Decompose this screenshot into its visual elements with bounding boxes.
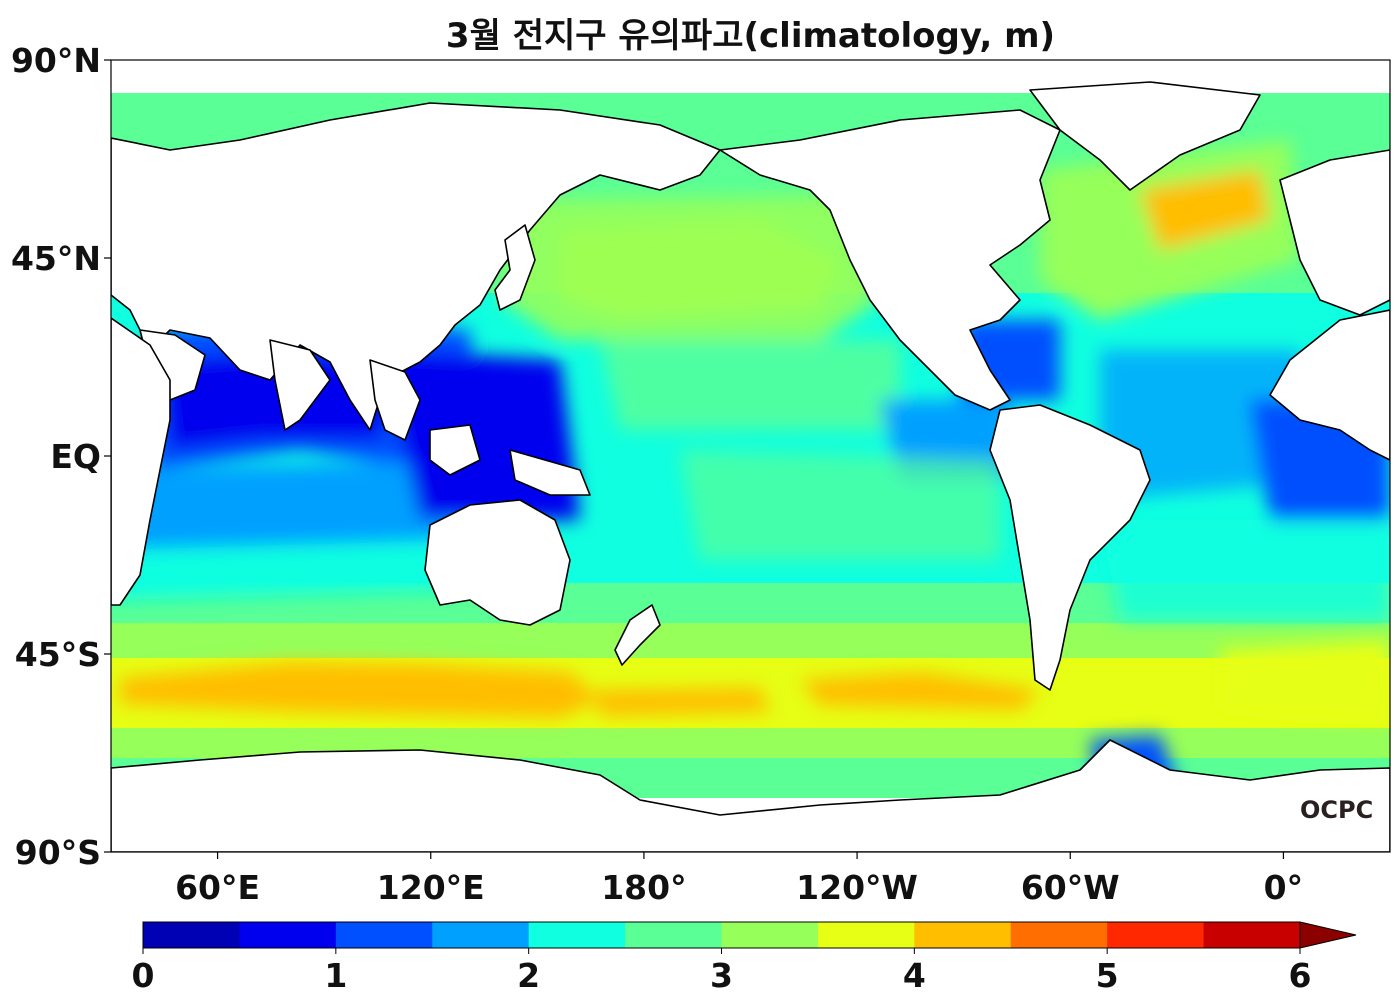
borneo-island bbox=[429, 424, 481, 476]
southeast-asia-landmass bbox=[369, 359, 421, 441]
colorbar-segment bbox=[432, 922, 530, 948]
colorbar-tick-label: 5 bbox=[1096, 956, 1119, 995]
southern-ocean-max-pacific-1 bbox=[595, 688, 770, 716]
africa-east-landmass bbox=[111, 317, 171, 606]
ocpc-logo: OCPC bbox=[1300, 796, 1374, 824]
colorbar-segment bbox=[721, 922, 819, 948]
indian-ocean-mid bbox=[111, 460, 480, 560]
lon-tick-label: 0° bbox=[1264, 868, 1303, 907]
land-masses bbox=[111, 81, 1390, 852]
south-atlantic-mid bbox=[1100, 520, 1390, 620]
indian-ocean-south bbox=[111, 540, 470, 600]
lon-tick-label: 60°E bbox=[175, 868, 260, 907]
greenland-landmass bbox=[1029, 81, 1261, 191]
colorbar-segment bbox=[914, 922, 1012, 948]
colorbar-segment bbox=[1107, 922, 1205, 948]
new-zealand-island bbox=[614, 604, 661, 666]
australia-landmass bbox=[424, 499, 571, 626]
colorbar-tick-label: 4 bbox=[903, 956, 926, 995]
antarctica-landmass bbox=[111, 739, 1390, 852]
colorbar-segment bbox=[817, 922, 915, 948]
colorbar-tick-label: 0 bbox=[132, 956, 155, 995]
india-landmass bbox=[269, 339, 331, 431]
lat-tick-label: 45°S bbox=[15, 635, 101, 674]
north-america-landmass bbox=[719, 109, 1061, 411]
south-america-landmass bbox=[989, 404, 1151, 691]
japan-islands bbox=[494, 224, 536, 311]
lon-tick-label: 120°E bbox=[377, 868, 485, 907]
lon-tick-label: 120°W bbox=[796, 868, 918, 907]
colorbar-segment bbox=[1010, 922, 1108, 948]
new-guinea-island bbox=[509, 449, 591, 496]
colorbar-segment bbox=[1203, 922, 1301, 948]
colorbar-tick-label: 3 bbox=[710, 956, 733, 995]
latitude-axis: 90°N 45°N EQ 45°S 90°S bbox=[11, 41, 111, 872]
pacific-south-trade bbox=[680, 450, 1000, 560]
colorbar-segment bbox=[528, 922, 626, 948]
lat-tick-label: 90°S bbox=[15, 833, 101, 872]
europe-west-landmass bbox=[1279, 149, 1390, 316]
north-pacific-ring bbox=[500, 195, 880, 340]
south-atlantic-yellow bbox=[1220, 640, 1390, 720]
colorbar-extend-arrow bbox=[1299, 921, 1357, 949]
lon-tick-label: 180° bbox=[601, 868, 686, 907]
lat-tick-label: EQ bbox=[50, 437, 101, 476]
pacific-west-trade bbox=[600, 340, 900, 430]
colorbar-tick-label: 2 bbox=[517, 956, 540, 995]
colorbar-tick-label: 6 bbox=[1289, 956, 1312, 995]
colorbar-tick-label: 1 bbox=[324, 956, 347, 995]
lat-tick-label: 45°N bbox=[11, 239, 101, 278]
lon-tick-label: 60°W bbox=[1021, 868, 1120, 907]
longitude-axis: 60°E 120°E 180° 120°W 60°W 0° bbox=[175, 852, 1303, 907]
africa-west-landmass bbox=[1269, 309, 1390, 461]
eurasia-landmass bbox=[111, 102, 721, 431]
colorbar-segment bbox=[239, 922, 337, 948]
map-title: 3월 전지구 유의파고(climatology, m) bbox=[445, 16, 1056, 56]
colorbar-segment bbox=[143, 922, 240, 948]
southern-ocean-max-indian bbox=[120, 662, 600, 718]
colorbar-segment bbox=[625, 922, 722, 948]
colorbar-segment bbox=[335, 922, 433, 948]
southern-ocean-max-pacific-2 bbox=[800, 672, 1040, 710]
north-atlantic-core bbox=[1140, 170, 1270, 250]
lat-tick-label: 90°N bbox=[11, 41, 101, 80]
colorbar: 0 1 2 3 4 5 6 bbox=[132, 921, 1357, 995]
band-south-high bbox=[111, 623, 1390, 658]
